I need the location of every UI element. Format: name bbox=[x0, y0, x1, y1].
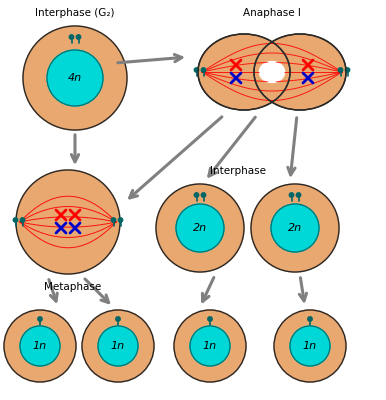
Ellipse shape bbox=[20, 326, 60, 366]
Ellipse shape bbox=[16, 170, 120, 274]
Circle shape bbox=[201, 193, 206, 197]
Ellipse shape bbox=[98, 326, 138, 366]
Circle shape bbox=[289, 193, 294, 197]
Circle shape bbox=[208, 317, 212, 321]
Text: 1n: 1n bbox=[203, 341, 217, 351]
Circle shape bbox=[194, 68, 199, 72]
Circle shape bbox=[118, 218, 123, 222]
Text: Metaphase: Metaphase bbox=[44, 282, 102, 292]
Text: Anaphase I: Anaphase I bbox=[243, 8, 301, 18]
Circle shape bbox=[201, 68, 206, 72]
Circle shape bbox=[20, 218, 25, 222]
Ellipse shape bbox=[190, 326, 230, 366]
Ellipse shape bbox=[156, 184, 244, 272]
Circle shape bbox=[76, 35, 81, 39]
Text: Interphase: Interphase bbox=[210, 166, 266, 176]
Text: 1n: 1n bbox=[33, 341, 47, 351]
Ellipse shape bbox=[23, 26, 127, 130]
Ellipse shape bbox=[259, 62, 284, 82]
Circle shape bbox=[38, 317, 42, 321]
Circle shape bbox=[69, 35, 74, 39]
Circle shape bbox=[111, 218, 116, 222]
Ellipse shape bbox=[251, 184, 339, 272]
Ellipse shape bbox=[271, 204, 319, 252]
Ellipse shape bbox=[260, 62, 284, 82]
Ellipse shape bbox=[4, 310, 76, 382]
Text: 4n: 4n bbox=[68, 73, 82, 83]
Text: 1n: 1n bbox=[303, 341, 317, 351]
Text: 1n: 1n bbox=[111, 341, 125, 351]
Circle shape bbox=[345, 68, 350, 72]
Circle shape bbox=[116, 317, 120, 321]
Circle shape bbox=[194, 193, 199, 197]
Text: 2n: 2n bbox=[288, 223, 302, 233]
Ellipse shape bbox=[174, 310, 246, 382]
Ellipse shape bbox=[290, 326, 330, 366]
Ellipse shape bbox=[274, 310, 346, 382]
Circle shape bbox=[338, 68, 343, 72]
Text: Interphase (G₂): Interphase (G₂) bbox=[35, 8, 115, 18]
Circle shape bbox=[13, 218, 18, 222]
Circle shape bbox=[296, 193, 301, 197]
Ellipse shape bbox=[176, 204, 224, 252]
Text: 2n: 2n bbox=[193, 223, 207, 233]
Ellipse shape bbox=[82, 310, 154, 382]
Ellipse shape bbox=[47, 50, 103, 106]
Circle shape bbox=[308, 317, 312, 321]
Ellipse shape bbox=[198, 34, 290, 110]
Ellipse shape bbox=[254, 34, 346, 110]
